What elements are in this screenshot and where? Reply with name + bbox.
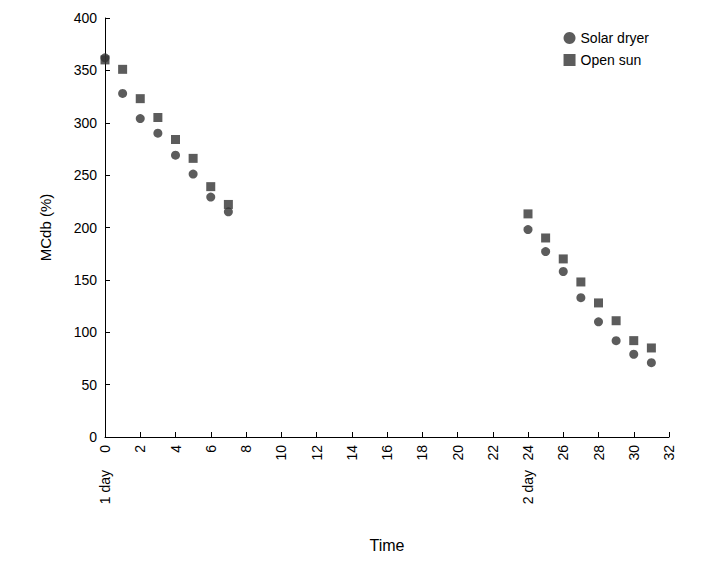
svg-text:Solar dryer: Solar dryer <box>581 30 650 46</box>
svg-text:Open sun: Open sun <box>581 52 642 68</box>
svg-text:350: 350 <box>74 62 98 78</box>
svg-text:50: 50 <box>81 377 97 393</box>
svg-text:14: 14 <box>344 445 360 461</box>
svg-text:2: 2 <box>132 445 148 453</box>
svg-text:0: 0 <box>97 445 113 453</box>
svg-text:4: 4 <box>168 445 184 453</box>
svg-text:8: 8 <box>238 445 254 453</box>
svg-text:200: 200 <box>74 220 98 236</box>
svg-text:0: 0 <box>89 429 97 445</box>
svg-text:26: 26 <box>555 445 571 461</box>
svg-text:Time: Time <box>370 537 405 554</box>
svg-text:400: 400 <box>74 10 98 26</box>
svg-text:300: 300 <box>74 115 98 131</box>
svg-text:12: 12 <box>309 445 325 461</box>
svg-text:16: 16 <box>379 445 395 461</box>
svg-text:MCdb (%): MCdb (%) <box>37 194 54 262</box>
svg-text:10: 10 <box>273 445 289 461</box>
svg-text:32: 32 <box>661 445 677 461</box>
svg-text:100: 100 <box>74 324 98 340</box>
svg-text:20: 20 <box>450 445 466 461</box>
svg-text:2 day: 2 day <box>520 470 536 504</box>
svg-text:1 day: 1 day <box>97 470 113 504</box>
svg-text:28: 28 <box>591 445 607 461</box>
svg-text:250: 250 <box>74 167 98 183</box>
svg-text:150: 150 <box>74 272 98 288</box>
svg-text:6: 6 <box>203 445 219 453</box>
svg-text:22: 22 <box>485 445 501 461</box>
svg-text:24: 24 <box>520 445 536 461</box>
svg-text:30: 30 <box>626 445 642 461</box>
svg-text:18: 18 <box>414 445 430 461</box>
